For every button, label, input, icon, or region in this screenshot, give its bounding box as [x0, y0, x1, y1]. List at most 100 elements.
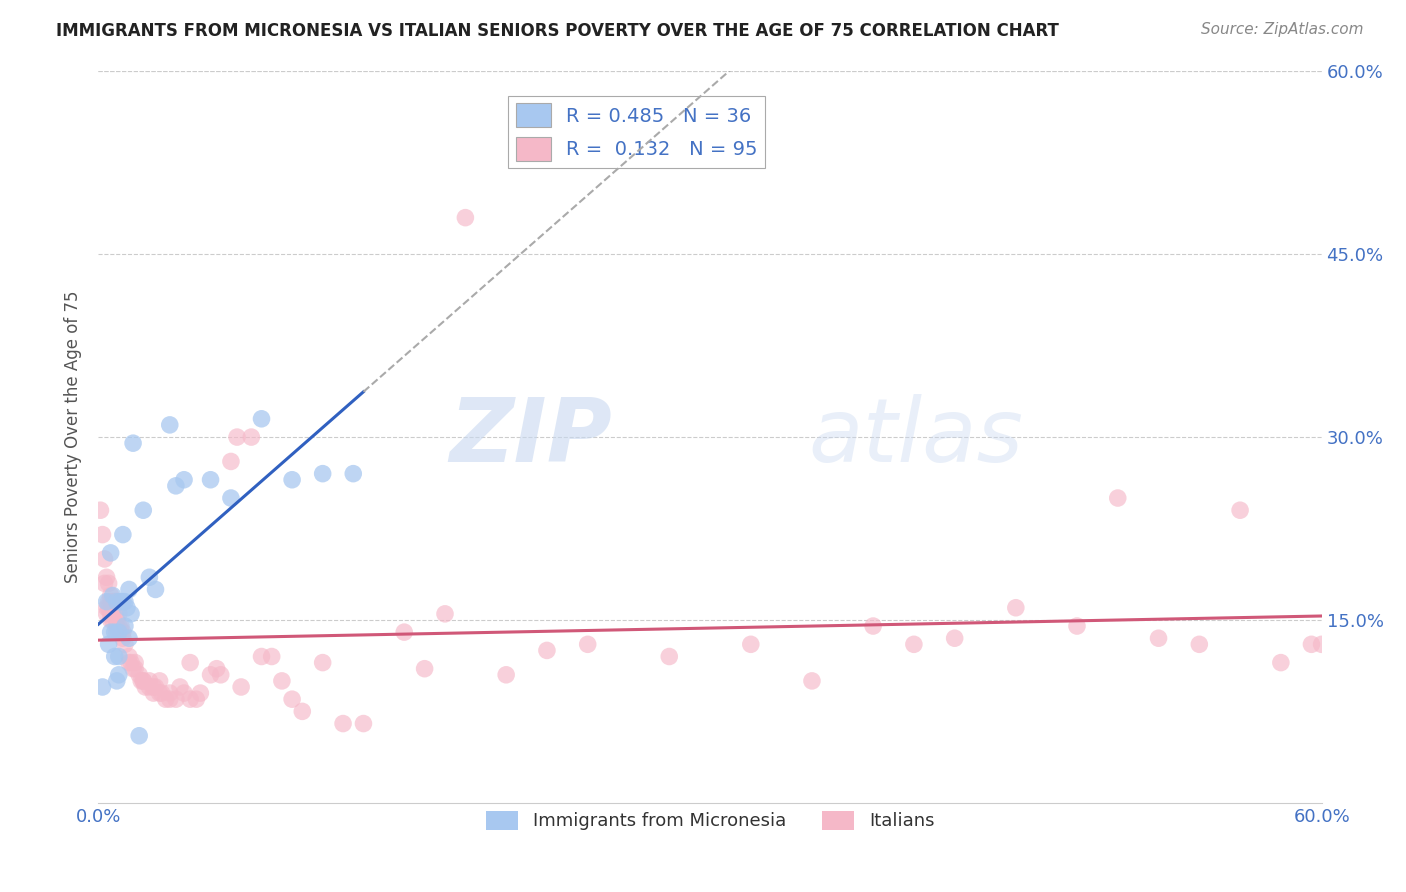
Point — [93, 552, 115, 566]
Point — [122, 436, 145, 450]
Point — [1147, 632, 1170, 646]
Point — [120, 656, 142, 670]
Point — [111, 594, 134, 608]
Point — [120, 607, 142, 621]
Y-axis label: Seniors Poverty Over the Age of 75: Seniors Poverty Over the Age of 75 — [65, 291, 83, 583]
Point — [1066, 619, 1088, 633]
Point — [536, 643, 558, 657]
Point — [128, 729, 150, 743]
Point — [1310, 637, 1333, 651]
Point — [495, 667, 517, 681]
Text: IMMIGRANTS FROM MICRONESIA VS ITALIAN SENIORS POVERTY OVER THE AGE OF 75 CORRELA: IMMIGRANTS FROM MICRONESIA VS ITALIAN SE… — [56, 22, 1059, 40]
Point — [1188, 637, 1211, 651]
Point — [413, 662, 436, 676]
Point — [110, 594, 132, 608]
Point — [97, 600, 120, 615]
Point — [118, 656, 141, 670]
Point — [108, 625, 131, 640]
Point — [173, 686, 195, 700]
Point — [96, 600, 118, 615]
Text: Source: ZipAtlas.com: Source: ZipAtlas.com — [1201, 22, 1364, 37]
Point — [903, 637, 925, 651]
Point — [101, 594, 124, 608]
Point — [219, 454, 242, 468]
Point — [159, 417, 181, 432]
Point — [129, 673, 152, 688]
Point — [1107, 491, 1129, 505]
Point — [93, 576, 115, 591]
Point — [100, 607, 122, 621]
Point — [118, 649, 141, 664]
Point — [101, 607, 124, 621]
Point — [576, 637, 599, 651]
Point — [96, 594, 118, 608]
Point — [740, 637, 762, 651]
Point — [111, 625, 134, 640]
Point — [122, 662, 145, 676]
Point — [186, 692, 208, 706]
Point — [132, 673, 155, 688]
Point — [1270, 656, 1292, 670]
Point — [110, 619, 132, 633]
Point — [96, 570, 118, 584]
Text: ZIP: ZIP — [450, 393, 612, 481]
Point — [801, 673, 824, 688]
Point — [100, 625, 122, 640]
Point — [226, 430, 249, 444]
Point — [1301, 637, 1323, 651]
Point — [145, 582, 167, 597]
Point — [104, 649, 127, 664]
Point — [100, 546, 122, 560]
Point — [231, 680, 253, 694]
Point — [250, 649, 273, 664]
Point — [108, 607, 131, 621]
Point — [124, 656, 146, 670]
Point — [150, 686, 173, 700]
Point — [165, 479, 187, 493]
Point — [104, 607, 127, 621]
Point — [101, 589, 124, 603]
Point — [105, 619, 128, 633]
Point — [142, 680, 165, 694]
Point — [111, 527, 134, 541]
Point — [104, 594, 127, 608]
Point — [114, 637, 136, 651]
Point — [91, 527, 114, 541]
Point — [110, 625, 132, 640]
Point — [108, 667, 131, 681]
Point — [454, 211, 477, 225]
Point — [118, 632, 141, 646]
Point — [128, 667, 150, 681]
Point — [943, 632, 966, 646]
Point — [169, 680, 191, 694]
Point — [108, 619, 131, 633]
Point — [200, 667, 222, 681]
Point — [342, 467, 364, 481]
Point — [1004, 600, 1026, 615]
Point — [149, 686, 172, 700]
Point — [97, 637, 120, 651]
Point — [111, 632, 134, 646]
Point — [219, 491, 242, 505]
Point — [132, 503, 155, 517]
Point — [312, 656, 335, 670]
Point — [134, 680, 156, 694]
Point — [105, 625, 128, 640]
Point — [209, 667, 232, 681]
Point — [97, 594, 120, 608]
Point — [114, 619, 136, 633]
Point — [159, 686, 181, 700]
Point — [132, 673, 155, 688]
Point — [862, 619, 884, 633]
Point — [97, 576, 120, 591]
Point — [89, 503, 111, 517]
Point — [115, 600, 138, 615]
Point — [118, 582, 141, 597]
Point — [96, 607, 118, 621]
Point — [1229, 503, 1251, 517]
Point — [108, 649, 131, 664]
Point — [281, 692, 304, 706]
Point — [104, 625, 127, 640]
Point — [270, 673, 294, 688]
Legend: Immigrants from Micronesia, Italians: Immigrants from Micronesia, Italians — [478, 804, 942, 838]
